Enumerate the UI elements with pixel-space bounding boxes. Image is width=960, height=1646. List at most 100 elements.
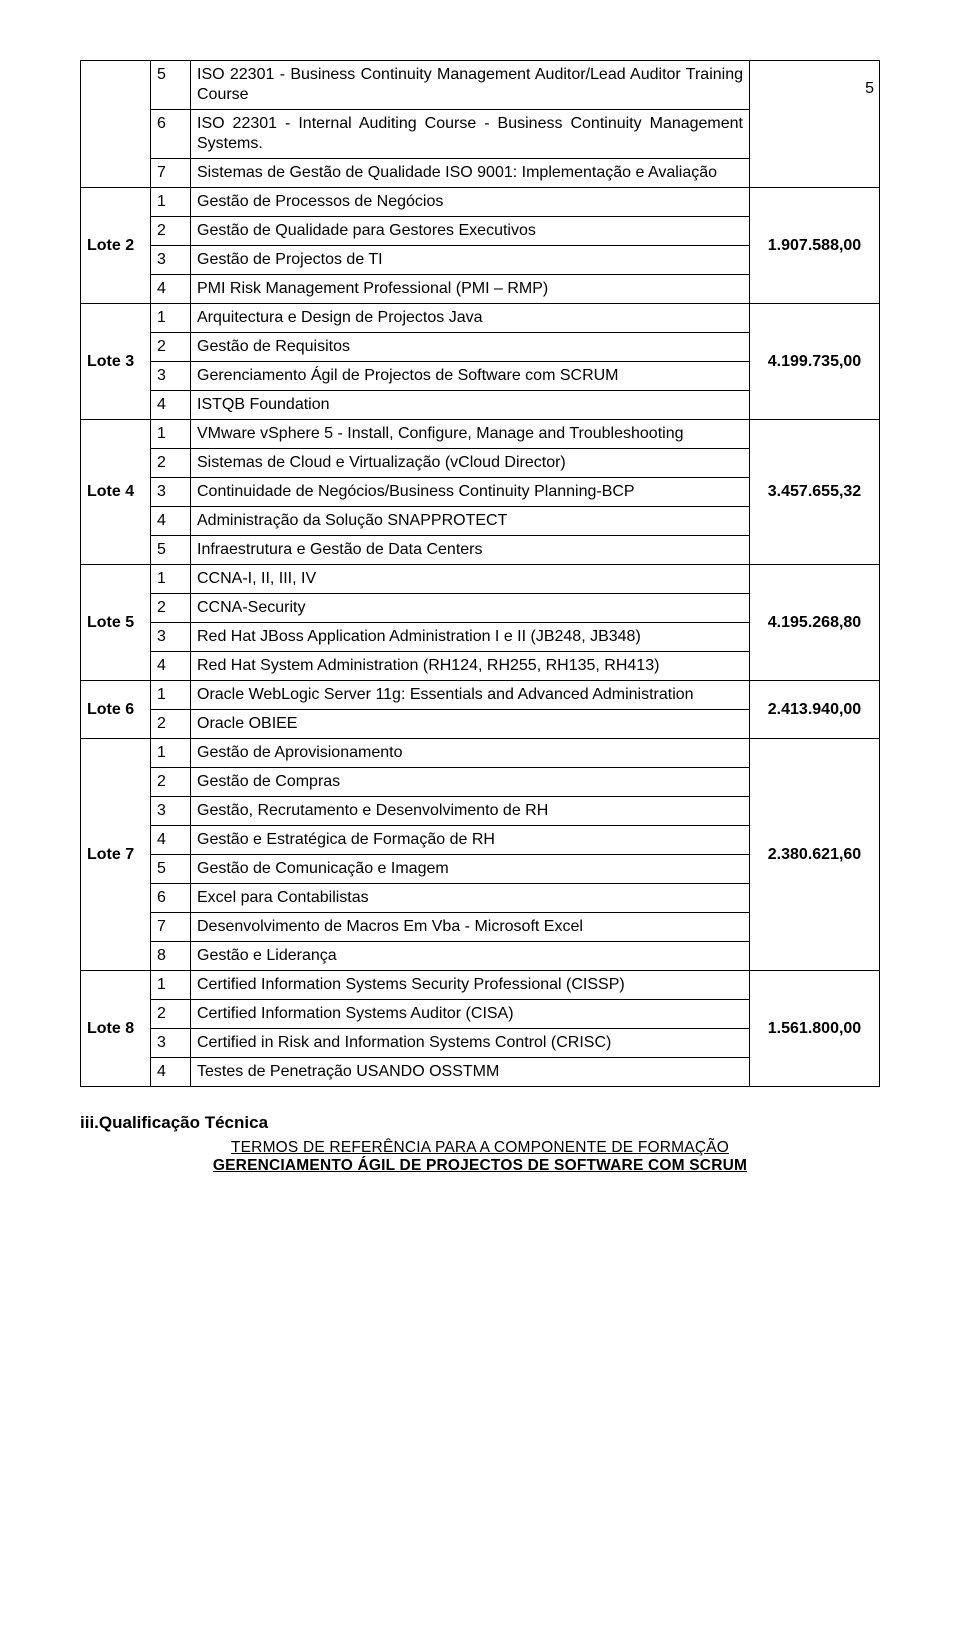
lote-amount-prev [750,61,880,188]
row-desc: Gestão, Recrutamento e Desenvolvimento d… [191,797,750,826]
row-desc: CCNA-Security [191,594,750,623]
row-number: 5 [151,536,191,565]
row-desc: Infraestrutura e Gestão de Data Centers [191,536,750,565]
row-desc: Arquitectura e Design de Projectos Java [191,304,750,333]
lote-amount: 4.195.268,80 [750,565,880,681]
row-desc: Excel para Contabilistas [191,884,750,913]
row-desc: Red Hat System Administration (RH124, RH… [191,652,750,681]
row-number: 6 [151,110,191,159]
row-number: 2 [151,333,191,362]
row-number: 2 [151,1000,191,1029]
page: 5 5 ISO 22301 - Business Continuity Mana… [0,60,960,1646]
row-desc: Oracle OBIEE [191,710,750,739]
lote-label: Lote 5 [81,565,151,681]
lote-label: Lote 7 [81,739,151,971]
row-desc: Sistemas de Gestão de Qualidade ISO 9001… [191,159,750,188]
row-number: 6 [151,884,191,913]
row-number: 7 [151,913,191,942]
row-number: 5 [151,61,191,110]
row-number: 1 [151,188,191,217]
row-number: 4 [151,275,191,304]
table-row: Lote 3 1 Arquitectura e Design de Projec… [81,304,880,333]
lote-amount: 2.413.940,00 [750,681,880,739]
lote-amount: 1.561.800,00 [750,971,880,1087]
lote-amount: 3.457.655,32 [750,420,880,565]
lote-cell-prev [81,61,151,188]
row-desc: Gestão e Estratégica de Formação de RH [191,826,750,855]
row-number: 4 [151,391,191,420]
row-desc: VMware vSphere 5 - Install, Configure, M… [191,420,750,449]
row-number: 4 [151,507,191,536]
row-number: 2 [151,217,191,246]
row-desc: Certified in Risk and Information System… [191,1029,750,1058]
lote-label: Lote 2 [81,188,151,304]
row-desc: ISO 22301 - Internal Auditing Course - B… [191,110,750,159]
table-row: 5 ISO 22301 - Business Continuity Manage… [81,61,880,110]
row-number: 1 [151,304,191,333]
footer-line-2: GERENCIAMENTO ÁGIL DE PROJECTOS DE SOFTW… [80,1157,880,1175]
row-number: 4 [151,652,191,681]
training-lots-table: 5 ISO 22301 - Business Continuity Manage… [80,60,880,1087]
row-number: 1 [151,681,191,710]
row-number: 3 [151,623,191,652]
table-row: Lote 5 1 CCNA-I, II, III, IV 4.195.268,8… [81,565,880,594]
table-row: Lote 7 1 Gestão de Aprovisionamento 2.38… [81,739,880,768]
row-desc: Certified Information Systems Auditor (C… [191,1000,750,1029]
row-desc: Gestão de Compras [191,768,750,797]
table-row: Lote 6 1 Oracle WebLogic Server 11g: Ess… [81,681,880,710]
table-row: Lote 4 1 VMware vSphere 5 - Install, Con… [81,420,880,449]
page-footer: TERMOS DE REFERÊNCIA PARA A COMPONENTE D… [80,1139,880,1175]
row-desc: ISO 22301 - Business Continuity Manageme… [191,61,750,110]
row-desc: CCNA-I, II, III, IV [191,565,750,594]
lote-amount: 4.199.735,00 [750,304,880,420]
row-number: 3 [151,1029,191,1058]
row-number: 2 [151,768,191,797]
table-row: Lote 8 1 Certified Information Systems S… [81,971,880,1000]
row-desc: Sistemas de Cloud e Virtualização (vClou… [191,449,750,478]
lote-label: Lote 6 [81,681,151,739]
row-desc: Gestão de Requisitos [191,333,750,362]
row-number: 1 [151,565,191,594]
row-number: 2 [151,710,191,739]
row-desc: Continuidade de Negócios/Business Contin… [191,478,750,507]
row-desc: Desenvolvimento de Macros Em Vba - Micro… [191,913,750,942]
row-number: 2 [151,449,191,478]
row-desc: Gestão e Liderança [191,942,750,971]
row-desc: Gestão de Processos de Negócios [191,188,750,217]
lote-amount: 2.380.621,60 [750,739,880,971]
row-desc: Gestão de Projectos de TI [191,246,750,275]
row-number: 3 [151,246,191,275]
row-number: 7 [151,159,191,188]
row-desc: Gerenciamento Ágil de Projectos de Softw… [191,362,750,391]
row-number: 2 [151,594,191,623]
qualification-heading: iii.Qualificação Técnica [80,1113,880,1133]
row-number: 1 [151,739,191,768]
lote-label: Lote 8 [81,971,151,1087]
footer-line-1: TERMOS DE REFERÊNCIA PARA A COMPONENTE D… [80,1139,880,1157]
row-desc: Gestão de Aprovisionamento [191,739,750,768]
row-number: 3 [151,362,191,391]
row-number: 1 [151,971,191,1000]
row-desc: Oracle WebLogic Server 11g: Essentials a… [191,681,750,710]
page-number: 5 [865,80,874,98]
row-number: 4 [151,1058,191,1087]
lote-label: Lote 3 [81,304,151,420]
row-desc: Gestão de Comunicação e Imagem [191,855,750,884]
row-number: 4 [151,826,191,855]
row-desc: Certified Information Systems Security P… [191,971,750,1000]
table-row: Lote 2 1 Gestão de Processos de Negócios… [81,188,880,217]
row-number: 5 [151,855,191,884]
row-desc: Testes de Penetração USANDO OSSTMM [191,1058,750,1087]
lote-label: Lote 4 [81,420,151,565]
row-number: 3 [151,478,191,507]
row-number: 3 [151,797,191,826]
row-desc: ISTQB Foundation [191,391,750,420]
row-desc: Gestão de Qualidade para Gestores Execut… [191,217,750,246]
row-desc: PMI Risk Management Professional (PMI – … [191,275,750,304]
row-number: 1 [151,420,191,449]
row-desc: Red Hat JBoss Application Administration… [191,623,750,652]
table-body: 5 ISO 22301 - Business Continuity Manage… [81,61,880,1087]
row-desc: Administração da Solução SNAPPROTECT [191,507,750,536]
lote-amount: 1.907.588,00 [750,188,880,304]
row-number: 8 [151,942,191,971]
